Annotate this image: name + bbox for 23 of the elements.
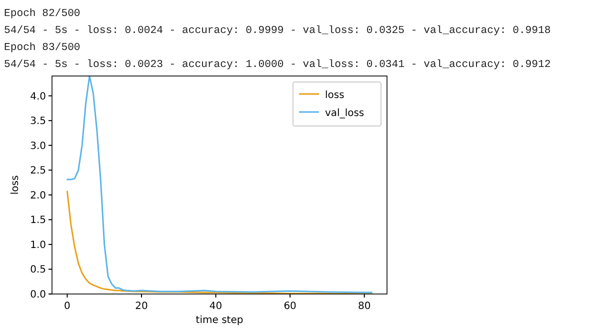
legend-label: val_loss	[325, 108, 364, 119]
text: 54/54 - 5s - loss: 0.0024 - accuracy: 0.9999 - val_loss: 0.0325 - val_accuracy: 0.9918	[4, 25, 551, 37]
y-tick-label: 4.0	[30, 91, 46, 102]
text: Epoch 82/500	[4, 8, 80, 20]
y-tick-label: 1.5	[30, 215, 46, 226]
y-tick-label: 2.0	[30, 190, 46, 202]
y-tick-label: 0.5	[30, 264, 46, 276]
legend-label: loss	[325, 90, 344, 101]
x-tick-label: 20	[135, 301, 148, 312]
x-tick-label: 40	[209, 301, 222, 312]
y-tick-label: 2.5	[30, 166, 46, 177]
x-tick-label: 60	[284, 301, 296, 312]
y-tick-label: 1.0	[30, 240, 46, 251]
y-tick-label: 3.0	[30, 140, 46, 152]
x-tick-label: 0	[64, 301, 70, 312]
text: 54/54 - 5s - loss: 0.0023 - accuracy: 1.0000 - val_loss: 0.0341 - val_accuracy: 0.9912	[4, 59, 551, 71]
text: Epoch 83/500	[4, 42, 80, 54]
x-tick-label: 80	[358, 301, 371, 312]
y-tick-label: 0.0	[30, 290, 46, 300]
y-tick-label: 3.5	[30, 116, 46, 128]
x-axis-title: time step	[196, 315, 244, 326]
line-series	[66, 76, 373, 294]
y-axis-title: loss	[10, 175, 21, 195]
